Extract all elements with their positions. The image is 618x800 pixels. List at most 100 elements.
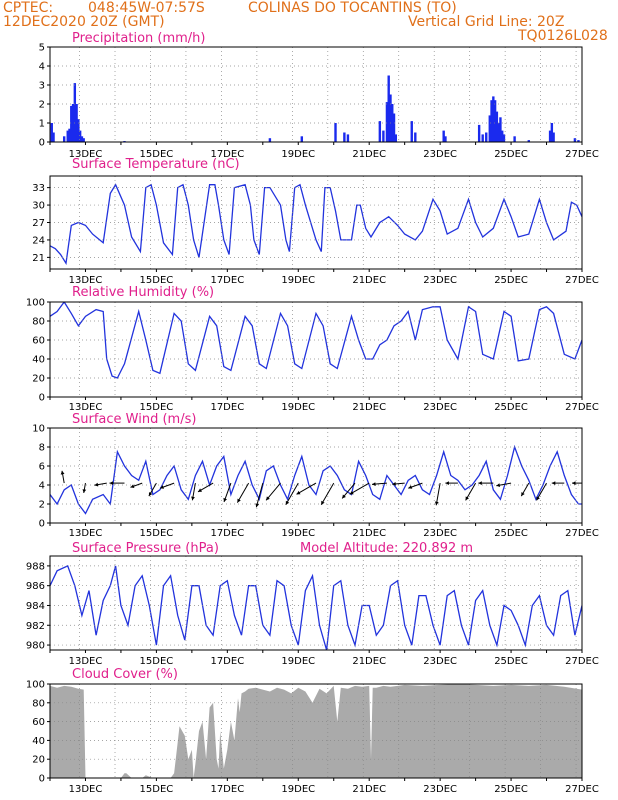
precip-bar [490,100,493,142]
precip-bar [389,94,392,142]
x-tick-label: 25DEC [494,784,528,795]
wind-arrow-head [148,492,153,497]
precip-bar [499,117,502,142]
precip-bar [346,134,350,142]
y-tick-label: 980 [26,641,45,652]
panel-0 [47,46,583,145]
precip-bar [527,140,530,142]
x-tick-label: 15DEC [140,149,174,160]
y-tick-label: 100 [26,680,45,691]
y-tick-label: 10 [32,424,45,435]
panel-2 [47,301,583,400]
wind-arrow-head [296,490,301,495]
header-grid-note: Vertical Grid Line: 20Z [408,14,565,30]
wind-arrow-shaft [285,482,299,506]
x-tick-label: 25DEC [494,656,528,667]
x-tick-label: 19DEC [281,149,315,160]
precip-bar [392,113,396,142]
precip-bar [378,121,382,142]
x-tick-label: 15DEC [140,656,174,667]
y-tick-label: 1 [39,119,45,130]
y-tick-label: 2 [39,100,45,111]
x-tick-label: 25DEC [494,149,528,160]
panel-2-data [50,302,582,379]
y-tick-label: 33 [32,183,45,194]
x-tick-label: 19DEC [281,402,315,413]
panel-title: Surface Pressure (hPa) [72,541,219,556]
precip-bar [391,104,394,142]
precip-bar [477,124,481,142]
header-datetime: 12DEC2020 20Z (GMT) [3,14,165,30]
precip-bar [68,128,71,142]
wind-arrow-head [321,500,325,505]
x-tick-label: 27DEC [565,528,599,539]
wind-arrow-head [60,470,65,475]
precip-bar [414,132,417,142]
wind-arrow-head [521,492,525,497]
header-source: CPTEC: [3,0,54,16]
wind-arrow-head [465,496,469,501]
panel-0-data [50,75,580,142]
panel-title: Surface Temperature (nC) [72,157,240,172]
y-tick-label: 80 [32,317,45,328]
panel-frame [49,46,583,143]
precip-bar [62,136,66,142]
wind-arrow-shaft [349,482,370,495]
panel-1 [47,175,583,272]
header-run-code: TQ0126L028 [518,28,608,44]
x-tick-label: 13DEC [69,528,103,539]
precip-bar [513,136,516,142]
y-tick-label: 27 [32,218,45,229]
wind-arrow-shaft [296,482,317,495]
panel-title: Cloud Cover (%) [72,667,178,682]
precip-bar [80,136,84,142]
wind-arrow-head [551,481,556,485]
x-tick-label: 13DEC [69,275,103,286]
wind-arrow-head [109,481,113,485]
x-tick-label: 23DEC [423,149,457,160]
precip-bar [268,138,272,142]
precip-bar [77,119,80,142]
precip-bar [387,75,390,142]
x-tick-label: 17DEC [210,784,244,795]
precip-bar [82,138,85,142]
x-tick-label: 27DEC [565,656,599,667]
precip-bar [502,134,506,142]
precip-bar [495,111,499,142]
panel-5 [47,683,583,781]
precip-bar [382,130,385,142]
x-tick-label: 13DEC [69,656,103,667]
y-tick-label: 4 [39,62,45,73]
series-line [50,444,582,515]
y-tick-label: 21 [32,253,45,264]
panel-frame [49,427,583,524]
y-tick-label: 40 [32,355,45,366]
x-tick-label: 15DEC [140,528,174,539]
y-tick-label: 60 [32,336,45,347]
y-tick-label: 20 [32,755,45,766]
panel-subtitle: Model Altitude: 220.892 m [300,541,473,556]
wind-arrow-head [223,497,227,502]
precip-bar [78,130,82,142]
y-tick-label: 80 [32,698,45,709]
wind-arrow-head [237,498,241,503]
y-tick-label: 4 [39,481,45,492]
panel-3 [47,427,583,526]
x-tick-label: 19DEC [281,656,315,667]
header-location: COLINAS DO TOCANTINS (TO) [248,0,457,16]
x-tick-label: 23DEC [423,784,457,795]
y-tick-label: 6 [39,462,45,473]
precip-bar [50,123,53,142]
x-tick-label: 25DEC [494,275,528,286]
x-tick-label: 15DEC [140,275,174,286]
wind-arrows [60,470,582,508]
x-tick-label: 19DEC [281,528,315,539]
y-tick-label: 0 [39,774,45,785]
x-tick-label: 27DEC [565,784,599,795]
x-tick-label: 23DEC [423,275,457,286]
x-tick-label: 23DEC [423,402,457,413]
precip-bar [481,134,484,142]
y-tick-label: 5 [39,43,45,54]
panel-3-data [50,444,582,515]
